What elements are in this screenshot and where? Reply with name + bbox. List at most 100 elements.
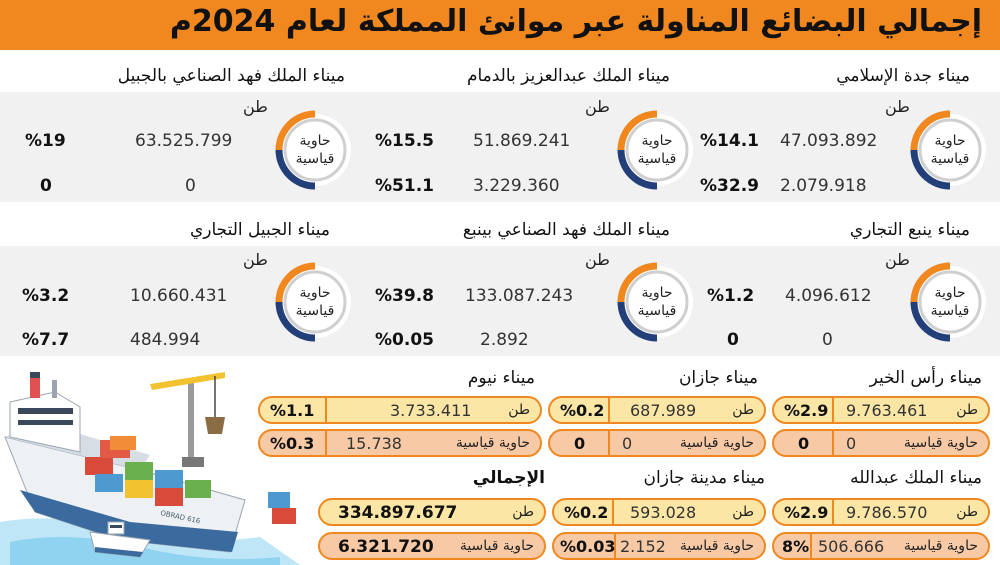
tons-pct: %19 [25, 131, 66, 151]
gauge-ring-icon [617, 110, 693, 190]
pill-containers-neom: حاوية قياسية 15.738 %0.3 [258, 429, 542, 457]
pill-unit: طن [956, 504, 978, 520]
gauge-label: حاوية قياسية [930, 285, 970, 319]
pill-divider [832, 398, 834, 422]
pill-tons-jazan: طن 687.989 %0.2 [548, 396, 766, 424]
tons-value: 10.660.431 [130, 286, 228, 306]
unit-ton: طن [885, 250, 910, 269]
gauge-ring-icon [275, 110, 351, 190]
title-bar: إجمالي البضائع المناولة عبر موانئ المملك… [0, 0, 1000, 50]
containers-value: 0 [822, 330, 833, 350]
containers-value: 0 [185, 176, 196, 196]
tons-pct: %14.1 [700, 131, 759, 151]
crane-icon [150, 372, 225, 467]
band-row-1 [0, 92, 1000, 202]
total-heading: الإجمالي [472, 468, 545, 488]
pill-containers-king-abdullah: حاوية قياسية 506.666 8% [772, 532, 990, 560]
port-name-neom: ميناء نيوم [467, 368, 535, 388]
pill-value: 0 [846, 434, 857, 453]
pill-unit: حاوية قياسية [455, 435, 530, 451]
port-name-jazan: ميناء جازان [678, 368, 758, 388]
pill-value: 9.763.461 [846, 401, 928, 420]
pill-divider [325, 431, 327, 455]
pill-tons-neom: طن 3.733.411 %1.1 [258, 396, 542, 424]
gauge-label: حاوية قياسية [295, 285, 335, 319]
tons-pct: %1.2 [707, 286, 755, 306]
pill-divider [612, 500, 614, 524]
pill-tons-jazan-city: طن 593.028 %0.2 [552, 498, 766, 526]
pill-value: 15.738 [346, 434, 402, 453]
pill-divider [608, 398, 610, 422]
gauge-label: حاوية قياسية [930, 133, 970, 167]
pill-divider [832, 500, 834, 524]
pill-value: 2.152 [620, 537, 666, 556]
pill-pct: %0.3 [270, 434, 315, 453]
pill-pct: %0.03 [560, 537, 616, 556]
water-wave-shape [10, 537, 280, 565]
tons-value: 4.096.612 [785, 286, 872, 306]
pill-pct: 0 [574, 434, 586, 453]
containers-pct: 0 [727, 330, 739, 350]
containers-pct: %7.7 [22, 330, 70, 350]
unit-ton: طن [243, 250, 268, 269]
port-name-jubail-commercial: ميناء الجبيل التجاري [189, 220, 330, 240]
pill-divider [325, 398, 327, 422]
pill-unit: طن [732, 504, 754, 520]
containers-value: 2.892 [480, 330, 529, 350]
gauge-jubail-commercial: حاوية قياسية [270, 257, 360, 347]
containers-value: 3.229.360 [473, 176, 560, 196]
page-title: إجمالي البضائع المناولة عبر موانئ المملك… [169, 4, 982, 39]
port-name-dammam: ميناء الملك عبدالعزيز بالدمام [466, 66, 670, 86]
gauge-label: حاوية قياسية [295, 133, 335, 167]
port-name-yanbu-industrial: ميناء الملك فهد الصناعي بينبع [462, 220, 670, 240]
gauge-jubail-industrial: حاوية قياسية [270, 105, 360, 195]
tug-boat-icon [89, 521, 151, 558]
port-name-ras-alkhair: ميناء رأس الخير [869, 368, 982, 388]
pill-divider [608, 431, 610, 455]
unit-ton: طن [243, 97, 268, 116]
band-row-2 [0, 246, 1000, 356]
port-name-jubail-industrial: ميناء الملك فهد الصناعي بالجبيل [117, 66, 345, 86]
pill-unit: حاوية قياسية [679, 538, 754, 554]
pill-total-containers: حاوية قياسية 6.321.720 [318, 532, 546, 560]
gauge-jeddah: حاوية قياسية [905, 105, 995, 195]
pill-value: 687.989 [630, 401, 697, 420]
ship-bridge-icon [9, 372, 81, 453]
unit-ton: طن [585, 250, 610, 269]
containers-value: 484.994 [130, 330, 201, 350]
containers-value: 2.079.918 [780, 176, 867, 196]
pill-unit: طن [508, 402, 530, 418]
pill-value: 593.028 [630, 503, 697, 522]
port-name-jeddah: ميناء جدة الإسلامي [836, 66, 970, 86]
pill-pct: %0.2 [560, 401, 605, 420]
pill-unit: طن [732, 402, 754, 418]
pill-divider [810, 534, 812, 558]
pill-pct: %2.9 [784, 401, 829, 420]
pill-unit: حاوية قياسية [903, 538, 978, 554]
pill-pct: 0 [798, 434, 810, 453]
gauge-yanbu-commercial: حاوية قياسية [905, 257, 995, 347]
pill-pct: %1.1 [270, 401, 315, 420]
pill-pct: %0.2 [564, 503, 609, 522]
pill-value: 9.786.570 [846, 503, 928, 522]
gauge-ring-icon [910, 262, 986, 342]
pill-pct: 8% [782, 537, 810, 556]
pill-divider [832, 431, 834, 455]
pill-containers-ras-alkhair: حاوية قياسية 0 0 [772, 429, 990, 457]
pill-total-tons: طن 334.897.677 [318, 498, 546, 526]
pill-unit: طن [956, 402, 978, 418]
pill-value: 506.666 [818, 537, 885, 556]
ship-illustration: OBRAD 616 [0, 372, 300, 565]
port-name-yanbu-commercial: ميناء ينبع التجاري [849, 220, 970, 240]
pill-containers-jazan-city: حاوية قياسية 2.152 %0.03 [552, 532, 766, 560]
port-name-jazan-city: ميناء مدينة جازان [643, 468, 765, 488]
tons-value: 63.525.799 [135, 131, 233, 151]
port-name-king-abdullah: ميناء الملك عبدالله [850, 468, 982, 488]
pill-pct: %2.9 [784, 503, 829, 522]
gauge-dammam: حاوية قياسية [612, 105, 702, 195]
gauge-label: حاوية قياسية [637, 285, 677, 319]
pill-unit: طن [512, 504, 534, 520]
pill-unit: حاوية قياسية [679, 435, 754, 451]
unit-ton: طن [885, 97, 910, 116]
pill-unit: حاوية قياسية [903, 435, 978, 451]
